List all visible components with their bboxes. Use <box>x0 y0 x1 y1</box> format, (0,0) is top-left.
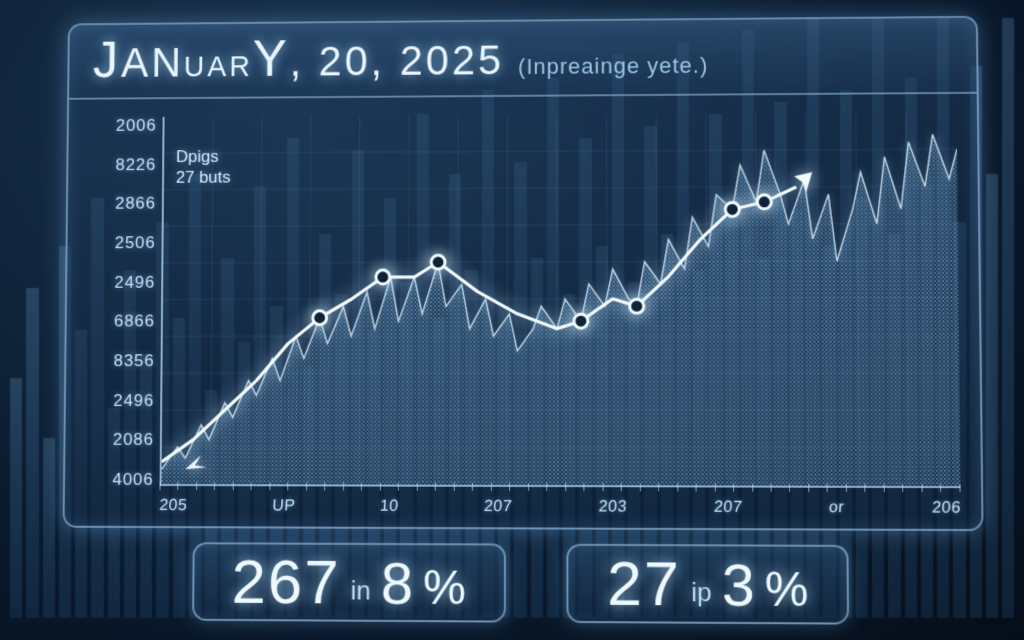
y-tick-label: 6866 <box>76 313 155 330</box>
y-tick-label: 2506 <box>77 234 156 251</box>
stat-unit: ip <box>691 577 712 609</box>
y-axis: 2006 8226 2866 2506 2496 6866 8356 2496 2086 4006 <box>75 117 157 488</box>
chart-marker <box>757 195 771 209</box>
stat-value: 8 <box>381 550 413 618</box>
y-tick-label: 2496 <box>76 392 155 409</box>
x-tick-label: 207 <box>484 498 514 516</box>
x-tick-label: or <box>828 499 845 517</box>
title-fragment: , 20, 2025 <box>290 37 504 85</box>
y-tick-label: 2086 <box>75 431 154 448</box>
y-tick-label: 4006 <box>75 471 154 488</box>
page-subtitle: (Inpreainge yete.) <box>518 53 708 80</box>
chart-marker <box>376 270 390 284</box>
x-tick-label: 10 <box>379 498 399 516</box>
y-tick-label: 2866 <box>78 195 156 212</box>
chart-area: 2006 8226 2866 2506 2496 6866 8356 2496 2086 4006… <box>65 94 982 529</box>
percent-icon: % <box>423 560 466 616</box>
y-tick-label: 8356 <box>76 352 155 369</box>
title-fragment: ANuar <box>121 39 253 86</box>
x-tick-label: 203 <box>598 498 628 516</box>
plot-region <box>160 112 961 488</box>
x-axis: 205 UP 10 207 203 207 or 206 <box>159 492 961 523</box>
y-tick-label: 2006 <box>78 117 156 134</box>
y-tick-label: 8226 <box>78 156 156 173</box>
chart-svg <box>162 112 961 486</box>
title-fragment: J <box>93 32 122 89</box>
x-minor-ticks <box>160 482 961 492</box>
chart-marker <box>574 314 588 328</box>
chart-marker <box>630 299 644 313</box>
title-fragment: Y <box>253 30 290 87</box>
percent-icon: % <box>765 562 809 618</box>
stat-value: 3 <box>722 551 755 619</box>
x-tick-label: 205 <box>159 497 188 515</box>
main-panel: JANuarY, 20, 2025 (Inpreainge yete.) 200… <box>63 16 984 531</box>
y-tick-label: 2496 <box>77 273 156 290</box>
stat-chip-left: 267 in 8 % <box>192 542 507 622</box>
x-tick-label: 207 <box>713 499 743 517</box>
stat-value: 267 <box>231 546 340 618</box>
header-bar: JANuarY, 20, 2025 (Inpreainge yete.) <box>69 18 977 100</box>
stats-row: 267 in 8 % 27 ip 3 % <box>62 542 985 626</box>
page-title: JANuarY, 20, 2025 <box>93 28 505 90</box>
x-tick-label: 206 <box>931 499 961 517</box>
stat-value: 27 <box>607 548 681 621</box>
chart-marker <box>313 311 327 325</box>
stat-chip-right: 27 ip 3 % <box>567 544 850 625</box>
chart-marker <box>431 255 445 269</box>
stat-unit: in <box>351 575 371 606</box>
chart-marker <box>725 202 739 216</box>
x-tick-label: UP <box>271 497 295 515</box>
